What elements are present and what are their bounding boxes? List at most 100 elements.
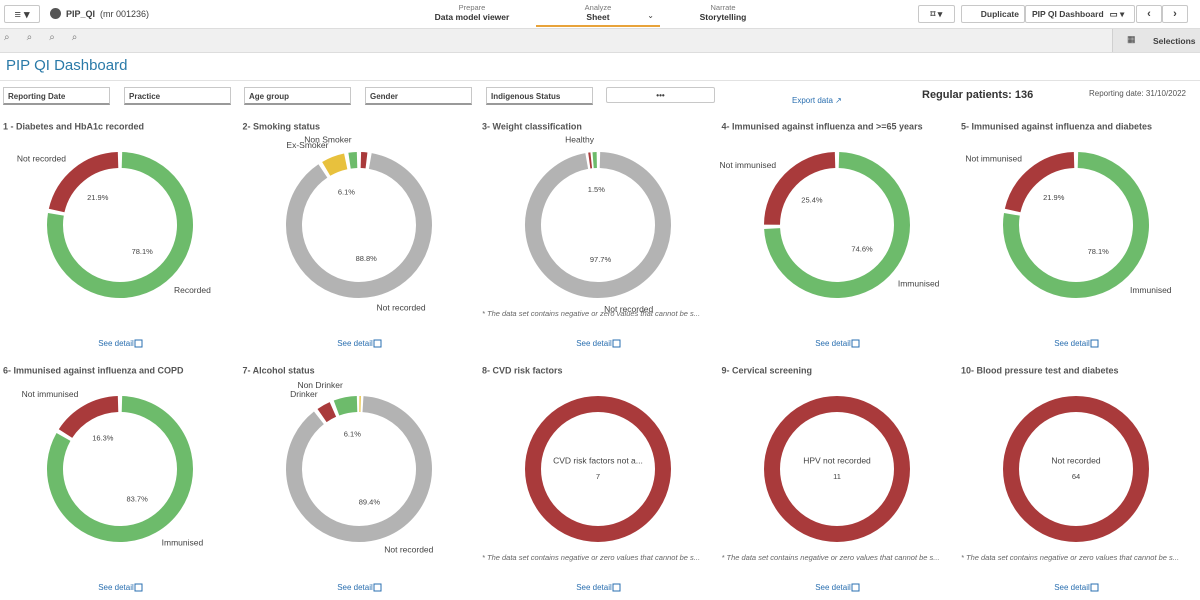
category-label: Non Drinker — [297, 380, 343, 390]
value-label: 21.9% — [87, 193, 109, 202]
chart-title: 4- Immunised against influenza and >=65 … — [722, 121, 923, 131]
value-label: 74.6% — [851, 244, 873, 253]
external-link-icon — [612, 583, 621, 592]
chart: 4- Immunised against influenza and >=65 … — [722, 121, 923, 348]
toolbar: ⌕⌕⌕⌕ ▦ Selections — [0, 29, 1200, 53]
duplicate-button[interactable]: Duplicate — [961, 5, 1025, 23]
chart: 7- Alcohol status See detail — [243, 365, 382, 592]
tab-label: Analyze — [584, 3, 612, 12]
external-link-icon — [134, 583, 143, 592]
see-detail-link[interactable]: See detail — [576, 583, 612, 592]
tab-item: Sheet — [586, 12, 610, 22]
tab-label: Prepare — [458, 3, 486, 12]
see-detail-link[interactable]: See detail — [98, 583, 134, 592]
category-label: Not recorded — [604, 304, 653, 314]
footnote: * The data set contains negative or zero… — [961, 553, 1179, 562]
chart-title: 5- Immunised against influenza and diabe… — [961, 121, 1152, 131]
filter[interactable]: Indigenous Status — [486, 87, 593, 105]
external-link-icon — [373, 583, 382, 592]
reporting-date: Reporting date: 31/10/2022 — [1089, 89, 1186, 98]
chart-title: 1 - Diabetes and HbA1c recorded — [3, 121, 144, 131]
value-label: 1.5% — [588, 185, 605, 194]
donut-segment — [286, 396, 432, 542]
category-label: Not recorded — [1051, 455, 1100, 465]
filter[interactable]: Reporting Date — [3, 87, 110, 105]
export-link[interactable]: Export data ↗ — [792, 96, 842, 105]
donut-segment — [1003, 152, 1149, 298]
value-label: 7 — [596, 472, 600, 481]
donut-segment — [58, 396, 119, 439]
app-id: (mr 001236) — [100, 9, 150, 19]
donut-segment — [1004, 152, 1075, 213]
value-label: 21.9% — [1043, 193, 1065, 202]
see-detail-link[interactable]: See detail — [1054, 339, 1090, 348]
category-label: Immunised — [898, 279, 940, 289]
value-label: 78.1% — [132, 247, 154, 256]
donut-segment — [333, 396, 358, 416]
next-button[interactable]: › — [1162, 5, 1188, 23]
see-detail-link[interactable]: See detail — [815, 339, 851, 348]
see-detail-link[interactable]: See detail — [337, 339, 373, 348]
tab[interactable]: Narrate Storytelling — [661, 3, 785, 22]
divider — [0, 80, 1200, 81]
tab[interactable]: Analyze Sheet ⌄ — [536, 3, 660, 27]
donut-segment — [764, 152, 910, 298]
category-label: Immunised — [1130, 285, 1172, 295]
bookmark-button[interactable]: ⌑ ▾ — [918, 5, 955, 23]
chart: 5- Immunised against influenza and diabe… — [961, 121, 1152, 348]
value-label: 83.7% — [127, 494, 149, 503]
value-label: 78.1% — [1088, 247, 1110, 256]
donut-segment — [764, 396, 910, 542]
category-label: Non Smoker — [304, 135, 351, 145]
value-label: 89.4% — [359, 497, 381, 506]
sheet-button[interactable]: PIP QI Dashboard ▭ ▾ — [1025, 5, 1135, 23]
chart-title: 10- Blood pressure test and diabetes — [961, 365, 1119, 375]
patients-count: Regular patients: 136 — [922, 89, 1034, 101]
donut-segment — [322, 153, 348, 176]
see-detail-link[interactable]: See detail — [1054, 583, 1090, 592]
tab-item: Storytelling — [699, 12, 747, 22]
chart: 10- Blood pressure test and diabetes * Th… — [961, 365, 1179, 592]
external-link-icon — [1090, 339, 1099, 348]
see-detail-link[interactable]: See detail — [337, 583, 373, 592]
tab-label: Narrate — [710, 3, 736, 12]
donut-segment — [317, 402, 337, 423]
filter[interactable]: Age group — [244, 87, 351, 105]
donut-segment — [348, 152, 358, 169]
donut-segment — [525, 396, 671, 542]
external-link-icon — [612, 339, 621, 348]
footnote: * The data set contains negative or zero… — [722, 553, 940, 562]
see-detail-link[interactable]: See detail — [576, 339, 612, 348]
chart: 2- Smoking status See detail — [243, 121, 382, 348]
chart-title: 3- Weight classification — [482, 121, 582, 131]
external-link-icon — [134, 339, 143, 348]
value-label: 97.7% — [590, 255, 612, 264]
see-detail-link[interactable]: See detail — [815, 583, 851, 592]
donut-segment — [47, 152, 193, 298]
filter[interactable]: Practice — [124, 87, 231, 105]
value-label: 6.1% — [344, 430, 361, 439]
chart-title: 2- Smoking status — [243, 121, 321, 131]
menu-button[interactable]: ≡ ▾ — [4, 5, 40, 23]
chart-title: 9- Cervical screening — [722, 365, 813, 375]
category-label: Ex-Smoker — [286, 140, 328, 150]
tab[interactable]: Prepare Data model viewer — [410, 3, 534, 22]
external-link-icon — [373, 339, 382, 348]
category-label: Not immunised — [965, 154, 1022, 164]
see-detail-link[interactable]: See detail — [98, 339, 134, 348]
dropdown-caret: ⌄ — [647, 11, 654, 20]
more-button[interactable]: ••• — [606, 87, 715, 103]
filter[interactable]: Gender — [365, 87, 472, 105]
category-label: Recorded — [174, 285, 211, 295]
donut-segment — [764, 152, 836, 226]
previous-button[interactable]: ‹ — [1136, 5, 1162, 23]
donut-segment — [48, 152, 119, 213]
button-label: Duplicate — [980, 9, 1019, 19]
donut-segment — [286, 153, 432, 298]
chart-title: 6- Immunised against influenza and COPD — [3, 365, 184, 375]
selection-tools[interactable]: ⌕⌕⌕⌕ — [4, 32, 95, 43]
category-label: Not recorded — [17, 154, 66, 164]
donut-segment — [525, 152, 671, 298]
selections-tab[interactable]: ▦ Selections — [1112, 29, 1200, 52]
selections-label: Selections — [1153, 36, 1196, 46]
